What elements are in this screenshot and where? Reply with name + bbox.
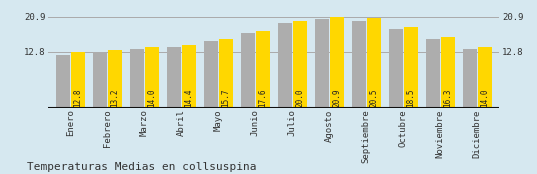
Text: 14.4: 14.4 (184, 88, 193, 106)
Bar (182, 45, 196, 108)
Bar (477, 47, 492, 108)
Bar (441, 37, 455, 108)
Bar (204, 41, 218, 108)
Text: 15.7: 15.7 (221, 88, 230, 106)
Text: Temperaturas Medias en collsuspina: Temperaturas Medias en collsuspina (27, 162, 256, 172)
Text: 20.5: 20.5 (369, 88, 378, 106)
Bar (145, 47, 159, 108)
Bar (256, 31, 270, 108)
Bar (93, 52, 107, 108)
Bar (219, 39, 233, 108)
Bar (315, 19, 329, 108)
Bar (293, 21, 307, 108)
Bar (167, 47, 181, 108)
Bar (404, 27, 418, 108)
Text: 18.5: 18.5 (406, 88, 415, 106)
Text: 14.0: 14.0 (480, 88, 489, 106)
Text: 12.8: 12.8 (74, 88, 82, 106)
Bar (367, 18, 381, 108)
Bar (108, 50, 122, 108)
Bar (463, 49, 477, 108)
Text: 13.2: 13.2 (111, 88, 119, 106)
Text: 17.6: 17.6 (258, 88, 267, 106)
Bar (330, 17, 344, 108)
Bar (56, 55, 70, 108)
Bar (426, 39, 440, 108)
Text: 20.0: 20.0 (295, 88, 304, 106)
Bar (352, 21, 366, 108)
Bar (130, 49, 144, 108)
Bar (278, 23, 292, 108)
Bar (389, 29, 403, 108)
Text: 16.3: 16.3 (443, 88, 452, 106)
Text: 20.9: 20.9 (332, 88, 341, 106)
Bar (241, 33, 255, 108)
Text: 14.0: 14.0 (147, 88, 156, 106)
Bar (71, 52, 85, 108)
